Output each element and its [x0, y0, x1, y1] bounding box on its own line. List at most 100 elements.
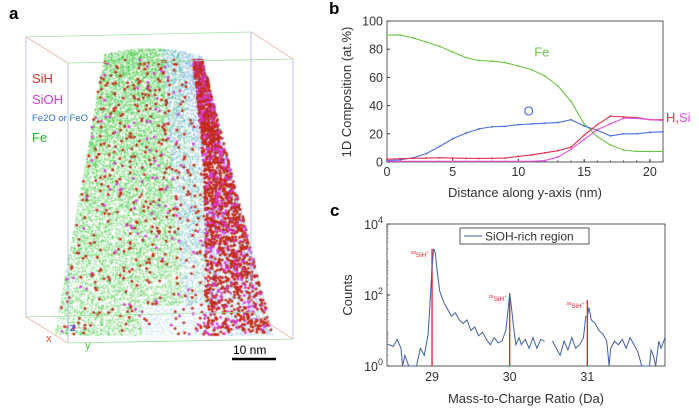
series-line-si	[387, 117, 664, 162]
data-point-fe	[465, 56, 467, 59]
peak-label-isotope: 30	[566, 301, 572, 306]
y-tick-exponent: 0	[378, 357, 383, 367]
y-tick-label: 40	[369, 99, 383, 113]
data-point-si	[662, 119, 664, 122]
data-point-o	[635, 133, 638, 135]
y-tick-label: 0	[376, 156, 383, 170]
data-point-o	[649, 131, 651, 134]
x-tick-label: 20	[643, 165, 657, 179]
data-point-si	[649, 118, 651, 121]
reconstruction-box	[25, 31, 294, 361]
data-point-h	[412, 157, 415, 160]
data-point-fe	[662, 150, 664, 153]
peak-label-isotope: 28	[411, 250, 417, 255]
data-point-o	[583, 125, 585, 127]
data-point-h	[504, 157, 507, 159]
data-point-h	[491, 157, 493, 160]
data-point-fe	[425, 41, 428, 43]
data-point-o	[530, 123, 533, 125]
data-point-h	[478, 157, 480, 160]
data-point-fe	[583, 123, 585, 125]
data-point-si	[557, 156, 559, 158]
x-tick-label: 29	[425, 370, 439, 384]
x-tick-label: 5	[449, 165, 456, 179]
y-tick-label: 60	[369, 71, 383, 85]
data-point-si	[517, 160, 520, 163]
data-point-h	[386, 158, 388, 160]
series-line-fe	[387, 34, 663, 152]
data-point-o	[451, 137, 454, 140]
data-point-si	[530, 160, 533, 163]
data-point-si	[478, 160, 480, 163]
data-point-o	[425, 152, 428, 155]
x-tick-label: 15	[577, 165, 591, 179]
annotation-comma: ,	[675, 110, 679, 125]
x-tick-label: 0	[384, 165, 391, 179]
peak-label-isotope: 29	[489, 294, 495, 299]
series-line-h	[386, 115, 663, 160]
data-point-si	[386, 160, 388, 163]
peak-label: 28SiH+	[411, 250, 430, 259]
y-tick-label: 20	[369, 127, 383, 141]
data-point-o	[622, 133, 625, 135]
data-point-si	[491, 160, 493, 163]
data-point-h	[451, 157, 454, 159]
annotation-h-si: H,Si	[666, 110, 691, 125]
x-axis-label: Distance along y-axis (nm)	[448, 185, 602, 200]
data-point-fe	[504, 61, 507, 64]
y-tick-exponent: 4	[378, 215, 383, 225]
x-tick-label: 10	[511, 165, 525, 179]
data-point-o	[609, 135, 612, 137]
data-point-si	[504, 160, 507, 163]
y-axis-label: Counts	[340, 274, 355, 316]
data-point-si	[399, 160, 401, 163]
data-point-fe	[557, 85, 559, 87]
legend-sioh: SiOH	[32, 92, 64, 107]
spectrum-line	[551, 307, 666, 367]
y-tick-base: 10	[364, 218, 378, 232]
peak-label: 29SiH+	[489, 294, 508, 303]
data-point-o	[465, 132, 467, 134]
axis-y-label: y	[85, 340, 91, 352]
data-point-si	[465, 160, 467, 163]
data-point-h	[543, 152, 546, 154]
data-point-o	[543, 122, 546, 125]
data-point-h	[517, 155, 520, 158]
data-point-o	[438, 145, 441, 148]
legend-fe-oxide: Fe2O or FeO	[32, 113, 88, 124]
data-point-h	[465, 157, 467, 160]
data-point-h	[570, 146, 572, 148]
data-point-o	[570, 118, 572, 121]
annotation-fe: Fe	[534, 44, 549, 59]
peak-label: 30SiH+	[566, 301, 585, 310]
legend-sih: SiH	[32, 71, 53, 86]
peak-label-charge: +	[582, 301, 585, 306]
spectrum-line	[387, 248, 545, 367]
data-point-fe	[609, 144, 612, 146]
data-point-o	[399, 159, 401, 161]
data-point-si	[622, 117, 625, 120]
data-point-o	[478, 128, 480, 130]
data-point-h	[530, 154, 533, 156]
legend-label: SiOH-rich region	[485, 230, 574, 244]
data-point-fe	[622, 149, 625, 151]
data-point-si	[543, 159, 546, 162]
y-tick-label: 80	[369, 43, 383, 57]
data-point-si	[451, 160, 454, 163]
panel-c-letter: c	[330, 201, 340, 220]
series-line-o	[386, 119, 664, 162]
scale-bar-label: 10 nm	[233, 343, 267, 357]
x-axis-label: Mass-to-Charge Ratio (Da)	[448, 391, 604, 406]
axis-x-label: x	[46, 333, 52, 345]
peak-label-species: SiH	[571, 303, 582, 310]
data-point-fe	[596, 135, 599, 138]
legend-fe: Fe	[32, 130, 48, 145]
data-point-fe	[438, 45, 441, 48]
data-point-fe	[570, 100, 572, 103]
y-tick-base: 10	[364, 289, 378, 303]
data-point-o	[491, 125, 493, 128]
y-tick-base: 10	[364, 360, 378, 374]
y-tick-label: 104	[364, 215, 383, 232]
data-point-h	[438, 156, 441, 159]
